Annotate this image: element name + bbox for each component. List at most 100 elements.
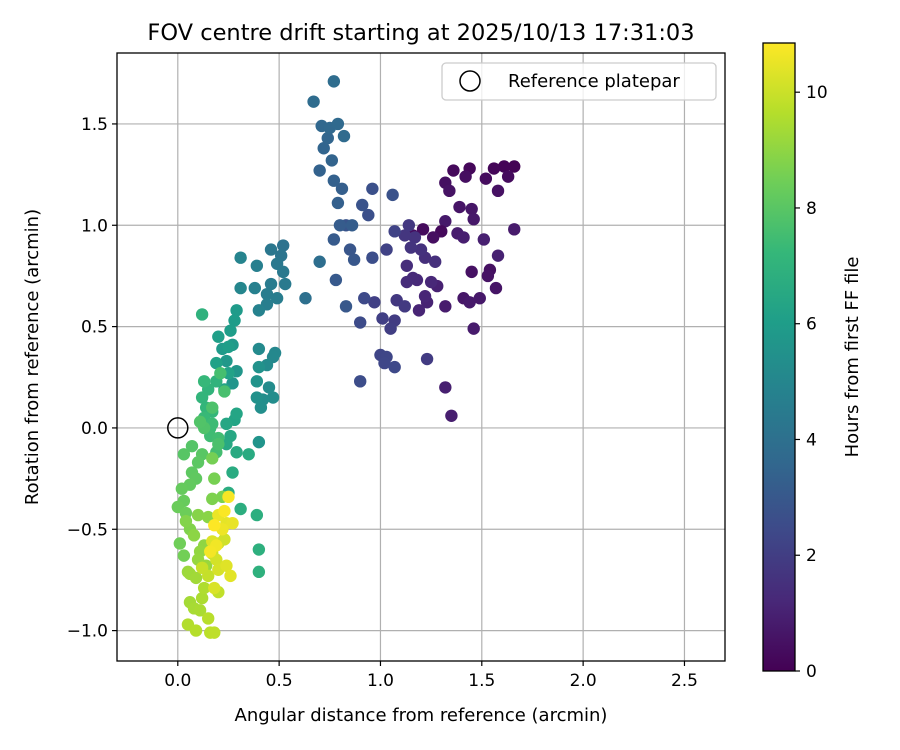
data-point [252,435,266,449]
legend-box [441,62,717,101]
data-point [398,300,411,313]
data-point [234,251,247,264]
data-point [252,543,266,556]
colorbar-label: Hours from first FF file [842,257,863,458]
data-point [339,300,353,313]
data-point [208,581,221,595]
data-point [358,292,371,305]
data-point [321,131,334,145]
data-point [193,604,207,617]
data-point [264,277,278,291]
data-point [386,188,399,202]
data-point [400,259,414,272]
data-point [179,514,193,528]
data-point [173,537,187,550]
data-point [197,581,211,595]
data-point [477,233,491,246]
data-point [226,466,239,479]
data-point [508,223,521,236]
data-point [212,330,225,343]
data-point [206,401,219,414]
data-point [508,160,521,173]
data-point [276,239,290,252]
data-point [220,417,233,431]
colorbar-tick-label: 2 [806,546,817,566]
data-point [327,233,341,246]
data-point [202,612,215,625]
data-point [347,253,361,266]
x-axis-ticks: 0.0 0.5 1.0 1.5 2.0 2.5 [164,661,698,691]
data-point [210,356,223,370]
data-point [212,437,225,451]
data-point [439,381,452,394]
data-point [366,251,379,264]
data-point [260,287,274,301]
data-point [195,591,209,605]
data-point [402,219,416,232]
data-point [491,184,505,198]
data-point [242,448,255,461]
y-tick-label: 1.0 [81,216,108,236]
data-point [333,219,347,232]
data-point [331,117,345,131]
data-point [177,549,191,562]
data-point [230,407,243,420]
y-tick-label: 0.5 [81,318,108,338]
x-tick-label: 1.5 [468,671,495,691]
data-point [250,259,264,272]
data-point [443,184,456,198]
chart-title: FOV centre drift starting at 2025/10/13 … [147,20,694,46]
data-point [206,492,219,506]
data-point [412,304,426,317]
x-tick-label: 1.0 [367,671,394,691]
x-tick-label: 0.5 [266,671,293,691]
data-point [191,508,205,522]
y-tick-label: −1.0 [67,622,108,642]
data-point [467,212,480,226]
data-point [400,275,414,289]
data-point [266,391,280,404]
data-point [345,219,359,232]
data-point [208,519,221,532]
data-point [489,281,503,295]
data-point [279,277,292,291]
data-point [307,95,320,108]
colorbar-tick-label: 10 [806,83,828,103]
data-point [264,243,278,256]
colorbar: 0 2 4 6 8 10 Hours from first FF file [762,42,863,682]
data-point [313,164,326,177]
data-point [177,448,191,461]
data-point [414,243,428,256]
data-point [191,456,205,469]
y-tick-label: −0.5 [67,520,108,540]
data-point [230,304,243,317]
data-point [481,269,495,283]
colorbar-ticks: 0 2 4 6 8 10 [795,83,828,682]
data-point [327,75,341,88]
reference-platepar-marker [167,417,189,439]
data-point [327,174,341,187]
data-point [473,292,486,305]
data-point [252,342,266,356]
data-point [195,308,209,321]
data-point [226,516,239,530]
data-point [220,559,233,572]
colorbar-tick-label: 4 [806,430,817,450]
data-point [467,322,480,335]
data-point [234,502,247,516]
x-axis-label: Angular distance from reference (arcmin) [235,705,608,726]
data-point [185,439,199,453]
data-point [388,225,401,238]
data-point [195,391,209,404]
data-point [384,322,397,335]
x-tick-label: 0.0 [164,671,191,691]
data-point [329,273,343,287]
data-point [218,385,231,398]
data-point [208,626,221,639]
data-point [479,172,493,185]
data-point [195,561,209,574]
data-point [408,231,422,244]
colorbar-frame [762,42,796,672]
colorbar-gradient [763,43,795,671]
